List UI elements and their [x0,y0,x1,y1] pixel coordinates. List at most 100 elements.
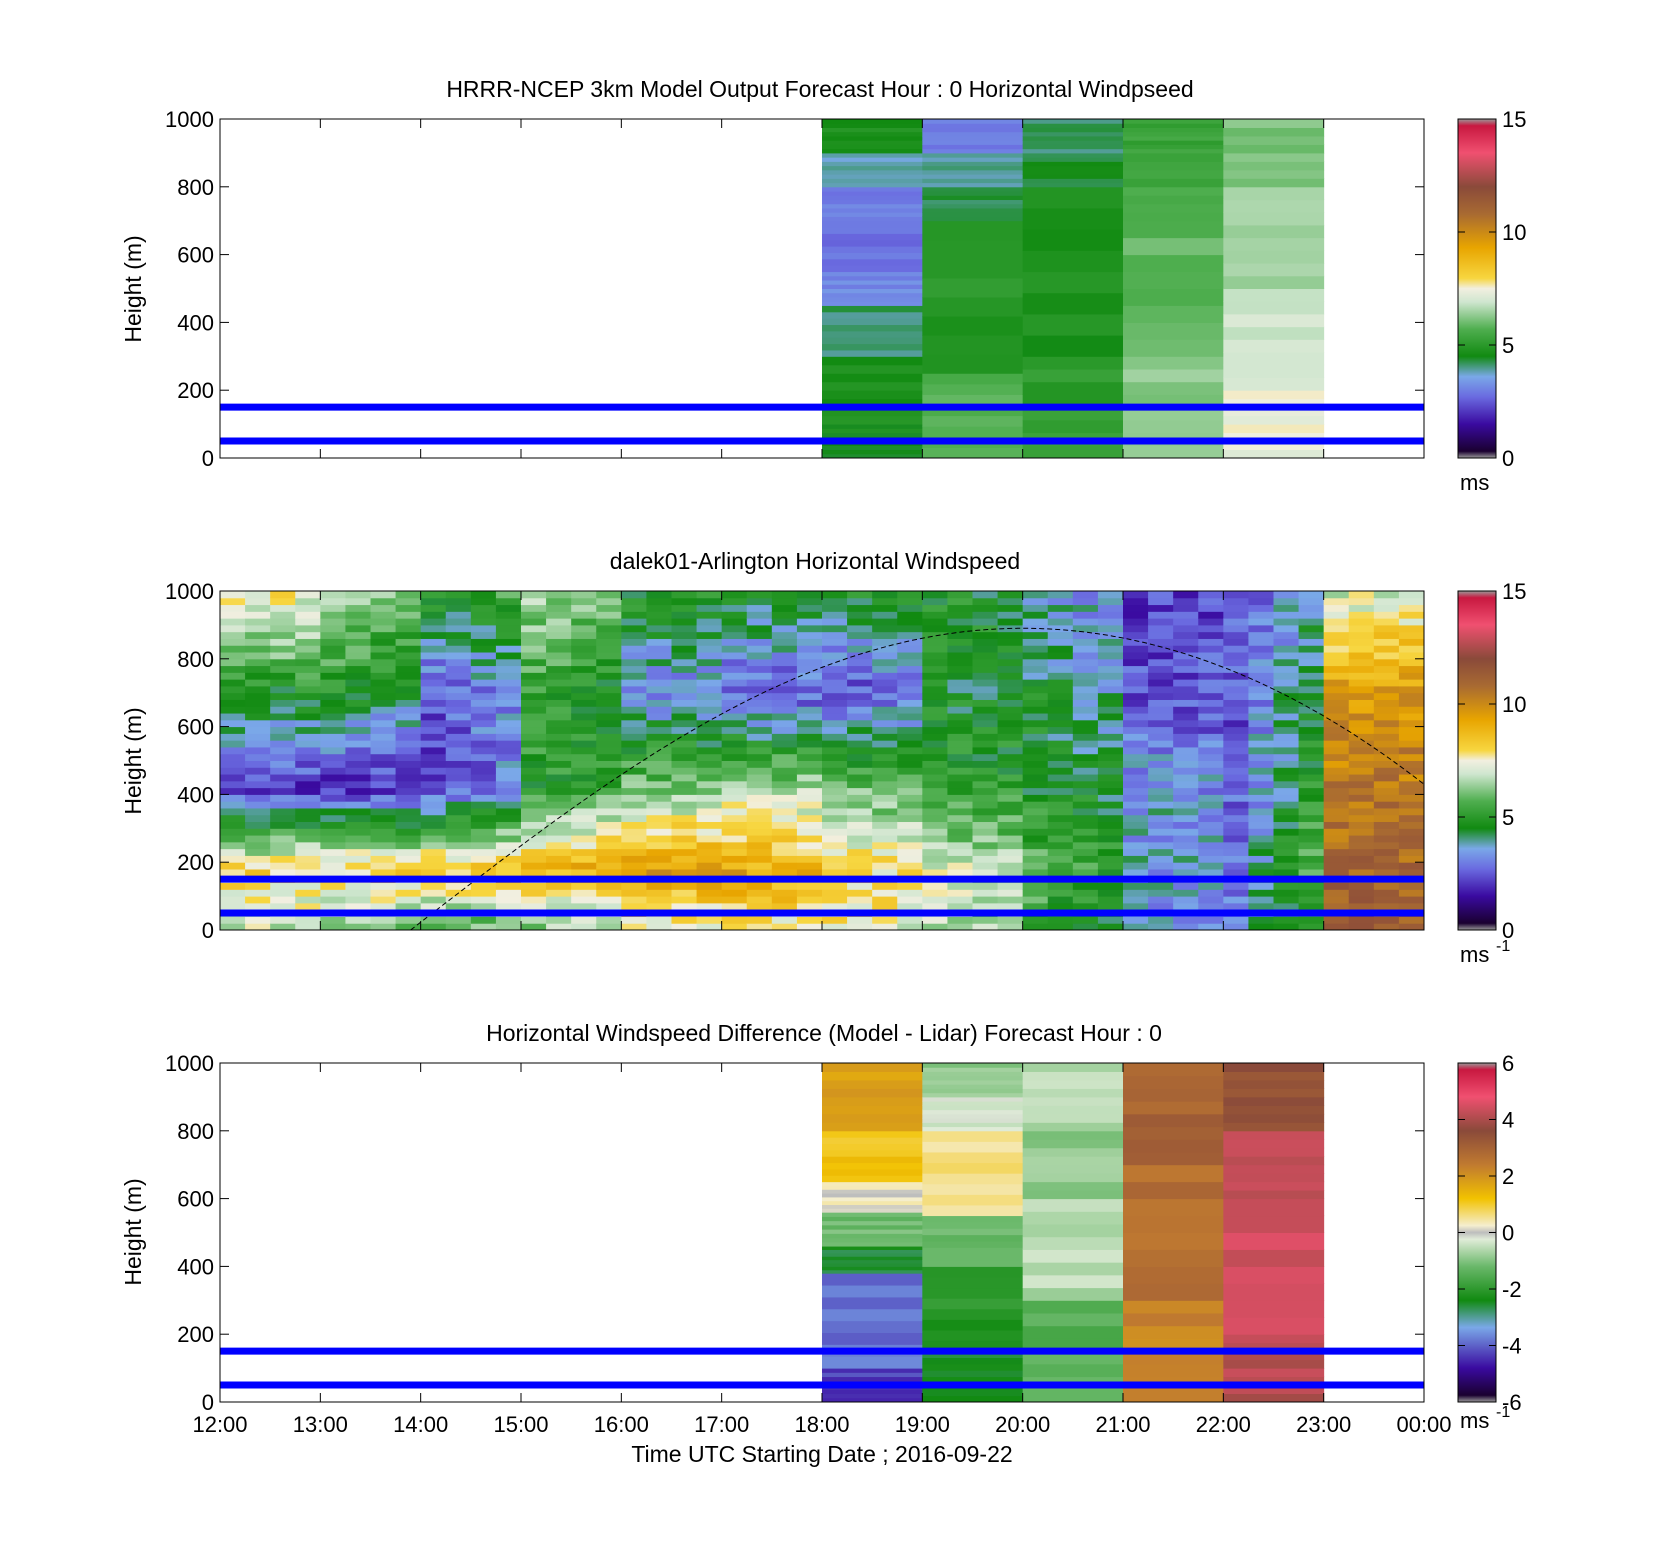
heatmap-cell [696,787,723,795]
heatmap-cell [1298,896,1325,904]
heatmap-cell [972,719,999,728]
heatmap-cell [922,1357,1024,1365]
heatmap-cell [546,665,572,673]
heatmap-cell [1097,862,1124,870]
heatmap-cell [1223,1266,1325,1284]
heatmap-cell [320,706,346,714]
heatmap-cell [1123,733,1149,741]
heatmap-cell [596,828,622,836]
heatmap-cell [897,794,923,802]
x-tick-label: 16:00 [594,1412,649,1437]
heatmap-cell [220,923,246,931]
heatmap-cell [897,591,923,599]
heatmap-cell [521,821,547,829]
heatmap-cell [997,767,1024,775]
heatmap-cell [1273,604,1300,612]
heatmap-cell [1022,780,1049,789]
heatmap-cell [1298,855,1325,863]
heatmap-cell [1148,841,1174,850]
heatmap-cell [395,889,422,897]
heatmap-cell [1248,889,1274,897]
heatmap-cell [521,692,547,700]
heatmap-cell [646,611,672,619]
heatmap-cell [947,814,973,823]
heatmap-cell [822,212,923,217]
heatmap-cell [1148,807,1174,816]
heatmap-cell [546,631,572,639]
heatmap-cell [395,916,422,924]
heatmap-cell [220,821,246,829]
heatmap-cell [822,1212,923,1217]
heatmap-cell [270,848,296,856]
heatmap-cell [947,713,973,721]
heatmap-cell [1223,896,1249,904]
heatmap-cell [445,740,472,748]
heatmap-cell [370,841,397,850]
heatmap-cell [822,801,848,809]
heatmap-cell [646,821,672,829]
heatmap-cell [1373,821,1400,829]
heatmap-cell [621,801,647,809]
heatmap-cell [972,828,999,836]
heatmap-cell [897,889,923,897]
heatmap-cell [897,882,923,890]
heatmap-cell [470,665,497,673]
heatmap-cell [1097,597,1124,606]
heatmap-cell [972,801,999,809]
heatmap-cell [470,814,497,823]
heatmap-cell [822,631,848,639]
heatmap-cell [470,801,497,809]
heatmap-cell [1173,821,1199,829]
heatmap-cell [1123,1113,1224,1128]
heatmap-cell [1123,131,1224,137]
heatmap-cell [1022,313,1124,336]
heatmap-cell [822,258,923,266]
heatmap-cell [395,902,422,911]
heatmap-cell [1173,624,1199,633]
heatmap-cell [822,191,923,196]
heatmap-cell [1148,706,1174,714]
heatmap-cell [822,624,848,633]
heatmap-cell [521,753,547,761]
heatmap-cell [922,1183,1024,1195]
heatmap-cell [1097,733,1124,741]
heatmap-cell [872,814,898,823]
heatmap-cell [1047,896,1074,904]
heatmap-cell [220,753,246,761]
heatmap-cell [822,1241,923,1247]
heatmap-cell [1173,896,1199,904]
heatmap-cell [1072,835,1099,843]
heatmap-cell [1398,807,1425,816]
heatmap-cell [521,841,547,850]
heatmap-cell [1223,1317,1325,1335]
heatmap-cell [1148,604,1174,612]
heatmap-cell [546,807,572,816]
heatmap-cell [596,841,622,850]
heatmap-cell [1373,889,1400,897]
heatmap-cell [822,1181,923,1186]
heatmap-cell [1273,916,1300,924]
heatmap-cell [621,767,647,775]
heatmap-cell [270,828,296,836]
heatmap-cell [972,862,999,870]
heatmap-cell [1248,611,1274,619]
heatmap-cell [796,896,823,904]
heatmap-cell [696,597,723,606]
heatmap-cell [822,828,848,836]
heatmap-cell [822,814,848,823]
heatmap-cell [470,699,497,707]
heatmap-cell [1097,624,1124,633]
heatmap-cell [1223,432,1325,442]
heatmap-cell [420,835,447,843]
heatmap-cell [1173,814,1199,823]
heatmap-cell [947,855,973,863]
heatmap-cell [847,699,873,707]
heatmap-cell [345,746,371,755]
heatmap-cell [420,726,447,734]
heatmap-cell [1273,868,1300,877]
heatmap-cell [596,916,622,924]
heatmap-cell [571,672,597,680]
heatmap-cell [1398,624,1425,633]
heatmap-cell [1123,1101,1224,1115]
